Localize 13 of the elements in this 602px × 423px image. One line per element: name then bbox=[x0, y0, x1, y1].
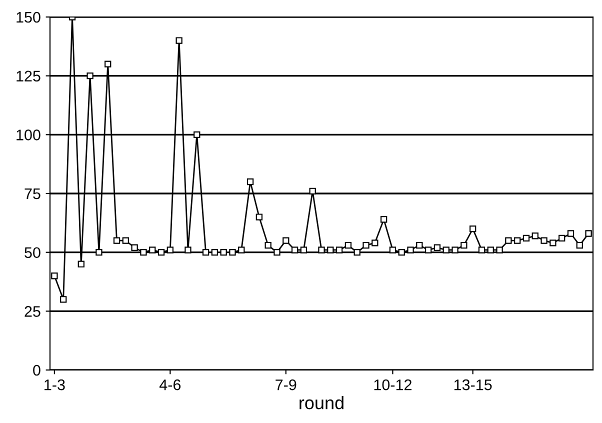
x-tick-label: 1-3 bbox=[44, 379, 65, 390]
x-tick-label: 7-9 bbox=[276, 379, 296, 390]
y-tick-label: 25 bbox=[24, 306, 40, 317]
x-axis-title: round bbox=[300, 396, 344, 410]
y-tick-label: 100 bbox=[16, 130, 40, 140]
y-tick-label: 150 bbox=[16, 12, 40, 23]
y-tick-label: 75 bbox=[24, 188, 40, 200]
y-tick-label: 50 bbox=[24, 247, 40, 258]
x-tick-label: 10-12 bbox=[374, 379, 412, 390]
x-tick-label: 4-6 bbox=[159, 379, 181, 390]
x-tick-label: 13-15 bbox=[454, 379, 492, 390]
y-tick-label: 125 bbox=[16, 70, 40, 82]
y-tick-label: 0 bbox=[33, 364, 40, 376]
